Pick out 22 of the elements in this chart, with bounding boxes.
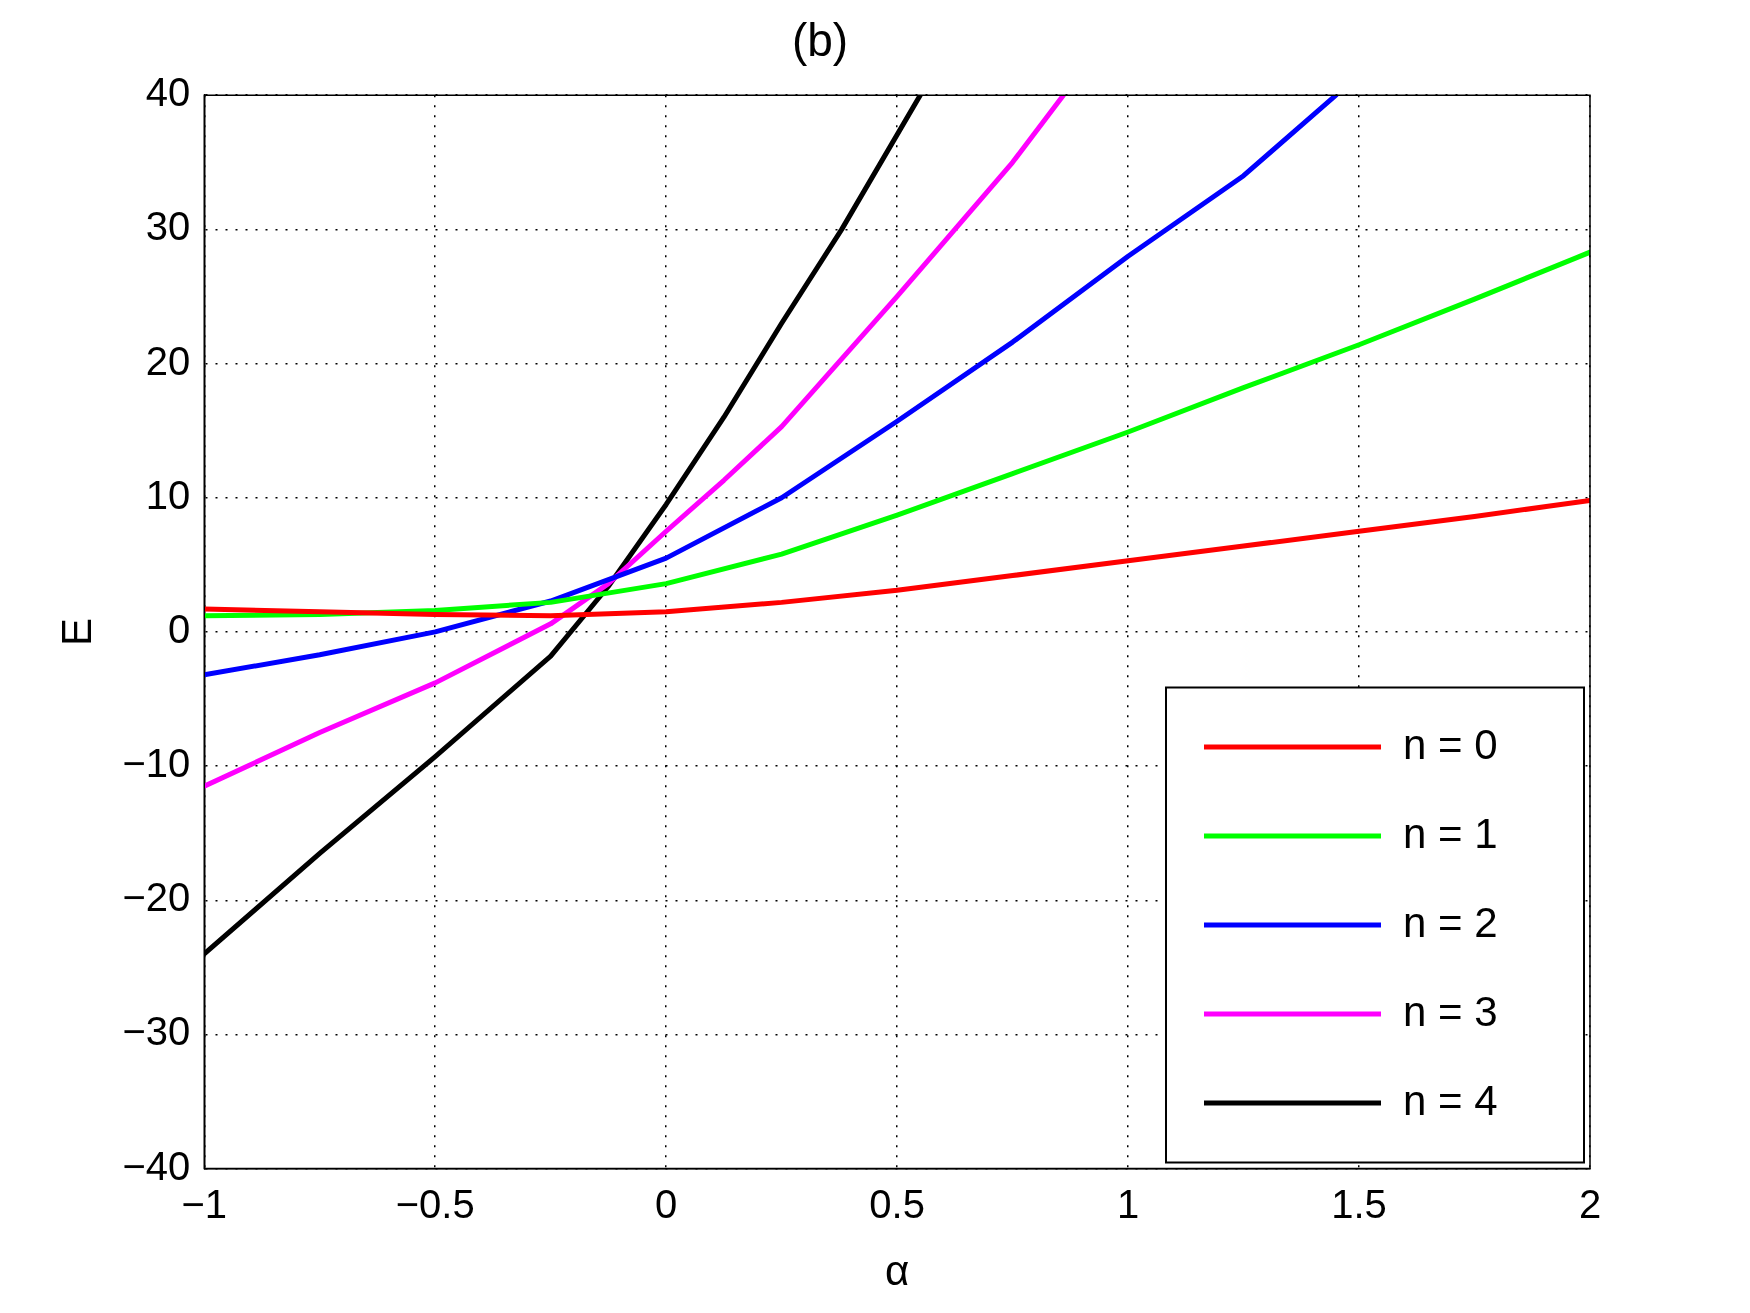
y-tick-label: −10 bbox=[122, 741, 191, 786]
y-tick-label: 20 bbox=[145, 338, 191, 383]
y-axis-title: E bbox=[52, 617, 100, 646]
legend-label: n = 1 bbox=[1403, 809, 1498, 857]
y-tick-label: 0 bbox=[168, 606, 191, 651]
legend-label: n = 4 bbox=[1403, 1076, 1498, 1124]
y-tick-label: 40 bbox=[145, 70, 191, 115]
x-tick-label: −0.5 bbox=[395, 1181, 475, 1226]
x-tick-label: 0.5 bbox=[869, 1181, 925, 1226]
y-tick-label: −30 bbox=[122, 1009, 191, 1054]
y-tick-label: 10 bbox=[145, 472, 191, 517]
x-axis-title: α bbox=[884, 1247, 910, 1295]
x-tick-label: 0 bbox=[655, 1181, 678, 1226]
x-tick-label: 1 bbox=[1116, 1181, 1140, 1226]
y-tick-label: −20 bbox=[122, 875, 191, 920]
legend-label: n = 0 bbox=[1403, 720, 1498, 768]
x-tick-label: 1.5 bbox=[1331, 1181, 1387, 1226]
legend-label: n = 3 bbox=[1403, 987, 1498, 1035]
legend-label: n = 2 bbox=[1403, 898, 1498, 946]
x-tick-label: 2 bbox=[1578, 1181, 1602, 1226]
y-tick-label: 30 bbox=[145, 204, 191, 249]
chart-title: (b) bbox=[791, 14, 849, 67]
